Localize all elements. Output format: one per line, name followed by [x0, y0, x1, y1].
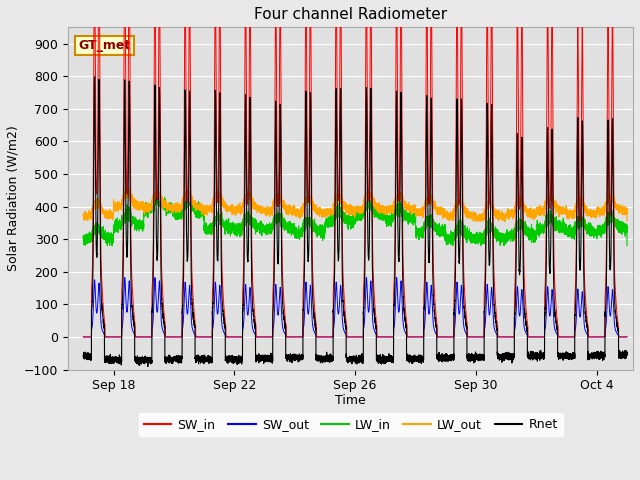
- SW_out: [623, 334, 631, 340]
- Rnet: [308, 288, 316, 294]
- SW_out: [308, 318, 316, 324]
- LW_out: [488, 203, 495, 208]
- Line: SW_out: SW_out: [83, 277, 627, 337]
- Rnet: [514, 141, 522, 147]
- Rnet: [91, 74, 99, 80]
- LW_out: [529, 210, 536, 216]
- LW_out: [623, 218, 631, 224]
- Line: LW_out: LW_out: [83, 187, 627, 221]
- SW_in: [514, 0, 522, 4]
- LW_out: [509, 210, 516, 216]
- Rnet: [79, 352, 87, 358]
- LW_out: [308, 204, 316, 209]
- LW_in: [488, 228, 495, 234]
- SW_out: [509, 334, 516, 340]
- X-axis label: Time: Time: [335, 394, 366, 407]
- Rnet: [509, 352, 516, 358]
- LW_out: [293, 211, 301, 216]
- Rnet: [488, 114, 495, 120]
- LW_in: [82, 243, 90, 249]
- Line: SW_in: SW_in: [83, 0, 627, 337]
- Line: LW_in: LW_in: [83, 197, 627, 246]
- LW_in: [623, 243, 631, 249]
- Y-axis label: Solar Radiation (W/m2): Solar Radiation (W/m2): [7, 126, 20, 271]
- LW_out: [124, 184, 131, 190]
- LW_in: [529, 231, 536, 237]
- LW_in: [514, 222, 522, 228]
- LW_out: [470, 218, 478, 224]
- Line: Rnet: Rnet: [83, 77, 627, 367]
- Legend: SW_in, SW_out, LW_in, LW_out, Rnet: SW_in, SW_out, LW_in, LW_out, Rnet: [139, 413, 563, 436]
- SW_in: [529, 334, 536, 340]
- SW_out: [529, 334, 536, 340]
- SW_in: [623, 334, 631, 340]
- Rnet: [293, 355, 301, 361]
- SW_in: [79, 334, 87, 340]
- SW_out: [488, 286, 495, 292]
- SW_out: [293, 334, 301, 340]
- SW_in: [293, 334, 301, 340]
- LW_in: [509, 229, 516, 235]
- LW_in: [308, 222, 316, 228]
- SW_out: [393, 275, 401, 280]
- SW_out: [514, 285, 522, 290]
- LW_out: [79, 212, 87, 217]
- LW_in: [293, 229, 301, 235]
- Rnet: [144, 364, 152, 370]
- SW_in: [308, 252, 316, 258]
- Rnet: [529, 349, 536, 355]
- LW_out: [514, 198, 522, 204]
- SW_in: [509, 334, 516, 340]
- Rnet: [623, 351, 631, 357]
- SW_in: [488, 0, 495, 1]
- Title: Four channel Radiometer: Four channel Radiometer: [254, 7, 447, 22]
- SW_out: [79, 334, 87, 340]
- LW_in: [79, 233, 87, 239]
- LW_in: [151, 194, 159, 200]
- Text: GT_met: GT_met: [78, 39, 131, 52]
